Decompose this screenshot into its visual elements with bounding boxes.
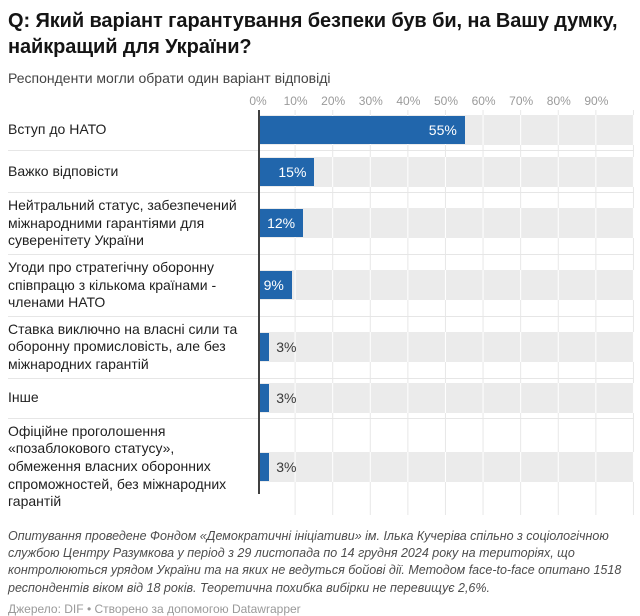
category-label: Офіційне проголошення «позаблокового ста… — [8, 422, 227, 510]
x-axis: 0% 10% 20% 30% 40% 50% 60% 70% 80% 90% — [249, 94, 634, 110]
value-label: 12% — [267, 215, 296, 232]
bar[interactable] — [258, 157, 315, 186]
category-label: Ставка виключно на власні сили та оборон… — [8, 320, 238, 372]
category-label: Нейтральний статус, забезпечений міжнаро… — [8, 197, 237, 249]
bar-row: Ставка виключно на власні сили та оборон… — [8, 315, 634, 378]
separator-dot: • — [86, 601, 92, 616]
row-background — [258, 270, 634, 301]
datawrapper-credit-link[interactable]: Створено за допомогою Datawrapper — [94, 601, 301, 616]
value-label: 55% — [428, 122, 457, 138]
methodology-note: Опитування проведене Фондом «Демократичн… — [8, 528, 622, 595]
bar-row: Офіційне проголошення «позаблокового ста… — [8, 417, 634, 515]
value-label: 3% — [276, 390, 297, 407]
axis-tick: 30% — [358, 94, 383, 108]
bar[interactable] — [258, 452, 270, 481]
bar-row: Вступ до НАТО 55% — [8, 110, 634, 150]
axis-tick: 70% — [509, 94, 534, 108]
value-label: 9% — [263, 277, 284, 294]
plot-cell: 3% — [258, 418, 634, 515]
plot-cell: 3% — [258, 378, 634, 418]
bar[interactable] — [258, 209, 304, 238]
source-link[interactable]: DIF — [64, 601, 84, 616]
axis-tick: 0% — [249, 94, 267, 108]
plot-cell: 9% — [258, 254, 634, 316]
axis-tick: 80% — [546, 94, 571, 108]
axis-tick: 90% — [584, 94, 609, 108]
plot-cell: 55% — [258, 110, 634, 150]
bar[interactable] — [258, 384, 270, 413]
axis-tick: 20% — [321, 94, 346, 108]
row-background — [258, 332, 634, 363]
source-label: Джерело: — [8, 601, 61, 616]
category-label: Важко відповісти — [8, 162, 119, 179]
axis-tick: 10% — [283, 94, 308, 108]
row-background — [258, 383, 634, 414]
bar[interactable] — [258, 271, 292, 300]
bar-row: Угоди про стратегічну оборонну співпрацю… — [8, 253, 634, 316]
plot-cell: 15% — [258, 151, 634, 192]
chart-title: Q: Який варіант гарантування безпеки був… — [8, 10, 618, 58]
bar-chart: 0% 10% 20% 30% 40% 50% 60% 70% 80% 90% В… — [8, 94, 634, 515]
bar[interactable] — [258, 333, 270, 362]
bar-row: Інше 3% — [8, 377, 634, 418]
bar[interactable] — [258, 116, 465, 144]
value-label: 3% — [276, 458, 297, 475]
chart-subtitle: Респонденти могли обрати один варіант ві… — [8, 70, 331, 86]
category-label: Вступ до НАТО — [8, 121, 107, 138]
row-background — [258, 451, 634, 482]
bar-row: Нейтральний статус, забезпечений міжнаро… — [8, 192, 634, 254]
row-background — [258, 156, 634, 187]
category-label: Інше — [8, 389, 39, 406]
bar-row: Важко відповісти 15% — [8, 150, 634, 192]
plot-cell: 12% — [258, 193, 634, 254]
axis-tick: 50% — [433, 94, 459, 108]
bar-rows: Вступ до НАТО 55% Важко відповісти 15% Н… — [8, 110, 634, 515]
value-label: 3% — [276, 339, 297, 356]
axis-tick: 40% — [396, 94, 421, 108]
source-line: Джерело: DIF • Створено за допомогою Dat… — [8, 602, 634, 616]
axis-baseline — [258, 110, 260, 494]
plot-cell: 3% — [258, 316, 634, 378]
category-label: Угоди про стратегічну оборонну співпрацю… — [8, 258, 217, 311]
axis-tick: 60% — [471, 94, 496, 108]
row-background — [258, 208, 634, 239]
value-label: 15% — [278, 163, 307, 180]
